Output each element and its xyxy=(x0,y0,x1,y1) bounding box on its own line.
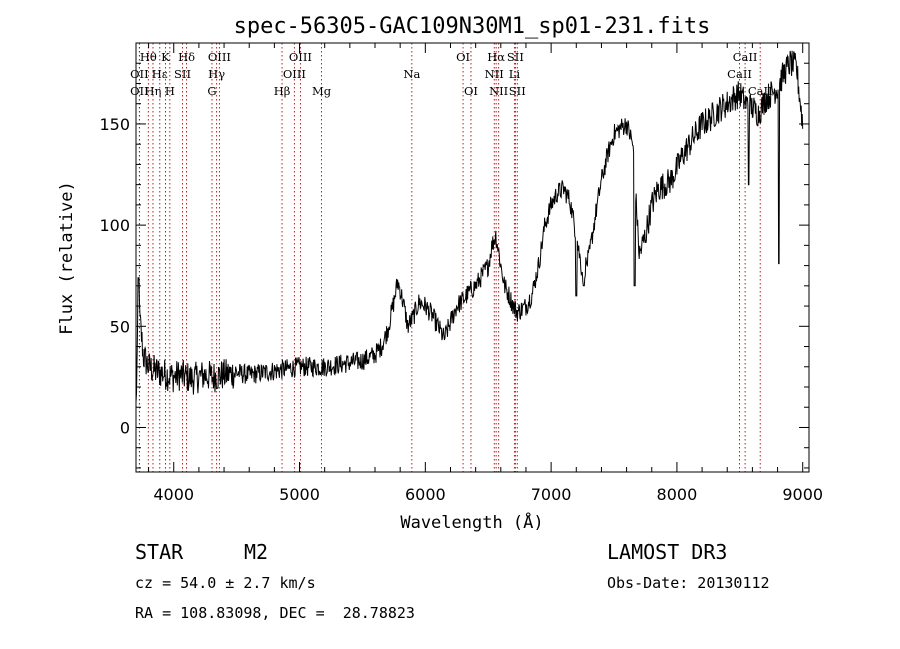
line-marker-label: SII xyxy=(174,67,191,81)
line-marker-label: Hη xyxy=(145,84,162,98)
plot-frame xyxy=(135,42,810,473)
spectrum-line xyxy=(135,50,804,403)
y-tick-label: 100 xyxy=(99,216,130,235)
line-marker-label: NII xyxy=(489,84,508,98)
line-marker-label: Hθ xyxy=(140,50,157,64)
line-marker-label: H xyxy=(165,84,175,98)
survey-name: LAMOST DR3 xyxy=(607,540,728,564)
spectrum-series xyxy=(135,50,804,403)
line-markers: OII OII Hθ Hη Hε K H SII Hδ G Hγ OIII Hβ OIII OIII Mg Na… xyxy=(130,43,773,472)
obs-date: Obs-Date: 20130112 xyxy=(607,574,770,592)
line-marker-label: G xyxy=(207,84,216,98)
line-marker-label: OIII xyxy=(208,50,231,64)
line-marker-label: Li xyxy=(509,67,521,81)
line-marker-label: Hα xyxy=(487,50,505,64)
x-tick-label: 4000 xyxy=(153,485,194,504)
line-marker-label: OI xyxy=(464,84,478,98)
line-marker-label: OI xyxy=(456,50,470,64)
line-marker-label: OIII xyxy=(289,50,312,64)
line-marker-label: SII xyxy=(509,84,526,98)
x-tick-label: 8000 xyxy=(657,485,698,504)
line-marker-label: OIII xyxy=(283,67,306,81)
line-marker-label: CaII xyxy=(727,67,752,81)
x-tick-label: 6000 xyxy=(405,485,446,504)
object-class: STAR xyxy=(135,540,184,564)
line-marker-label: Hε xyxy=(152,67,168,81)
line-marker-label: Hγ xyxy=(208,67,225,81)
line-marker-label: Hδ xyxy=(178,50,195,64)
x-axis: 4000 5000 6000 7000 8000 9000 xyxy=(148,43,823,504)
line-marker-label: CaII xyxy=(733,50,758,64)
x-tick-label: 7000 xyxy=(531,485,572,504)
chart-title: spec-56305-GAC109N30M1_sp01-231.fits xyxy=(234,14,711,39)
y-axis-label: Flux (relative) xyxy=(57,181,77,335)
line-marker-label: CaII xyxy=(748,84,773,98)
redshift-readout: cz = 54.0 ± 2.7 km/s xyxy=(135,574,316,592)
line-marker-label: Mg xyxy=(312,84,332,98)
line-marker-label: K xyxy=(161,50,170,64)
y-tick-label: 50 xyxy=(110,317,130,336)
x-tick-label: 5000 xyxy=(279,485,320,504)
x-tick-label: 9000 xyxy=(782,485,823,504)
y-axis: 0 50 100 150 xyxy=(99,62,809,469)
line-marker-label: NII xyxy=(485,67,504,81)
x-axis-label: Wavelength (Å) xyxy=(400,511,543,533)
line-marker-label: OII xyxy=(130,67,149,81)
coordinates: RA = 108.83098, DEC = 28.78823 xyxy=(135,604,415,622)
line-marker-label: SII xyxy=(507,50,524,64)
y-tick-label: 150 xyxy=(99,115,130,134)
line-marker-label: Na xyxy=(403,67,420,81)
y-tick-label: 0 xyxy=(120,418,130,437)
object-subclass: M2 xyxy=(244,540,269,564)
line-marker-label: Hβ xyxy=(274,84,291,98)
line-marker-label: OII xyxy=(130,84,149,98)
